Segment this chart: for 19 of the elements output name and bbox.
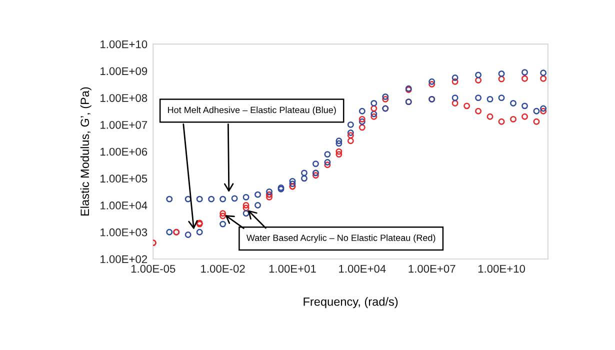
y-tick-label: 1.00E+02 [100,255,148,264]
annotation: Hot Melt Adhesive – Elastic Plateau (Blue) [168,106,336,115]
x-tick-label: 1.00E+04 [339,264,386,273]
y-axis-title: Elastic Modulus, G’, (Pa) [80,87,92,216]
x-tick-label: 1.00E+07 [408,264,456,273]
y-tick-label: 1.00E+08 [100,94,148,102]
x-tick-label: 1.00E-05 [131,264,176,273]
y-tick-label: 1.00E+07 [100,120,148,129]
x-tick-label: 1.00E+10 [478,264,526,273]
y-tick-label: 1.00E+10 [100,40,148,48]
annotation: Water Based Acrylic – No Elastic Plateau (Red) [246,234,436,243]
y-tick-label: 1.00E+03 [100,228,148,236]
y-tick-label: 1.00E+05 [100,174,148,183]
y-tick-label: 1.00E+09 [100,67,148,76]
x-tick-label: 1.00E+01 [269,264,316,273]
x-axis-title: Frequency, (rad/s) [304,297,398,308]
x-tick-label: 1.00E-02 [201,264,245,273]
y-tick-label: 1.00E+06 [100,148,148,156]
y-tick-label: 1.00E+04 [100,202,148,210]
